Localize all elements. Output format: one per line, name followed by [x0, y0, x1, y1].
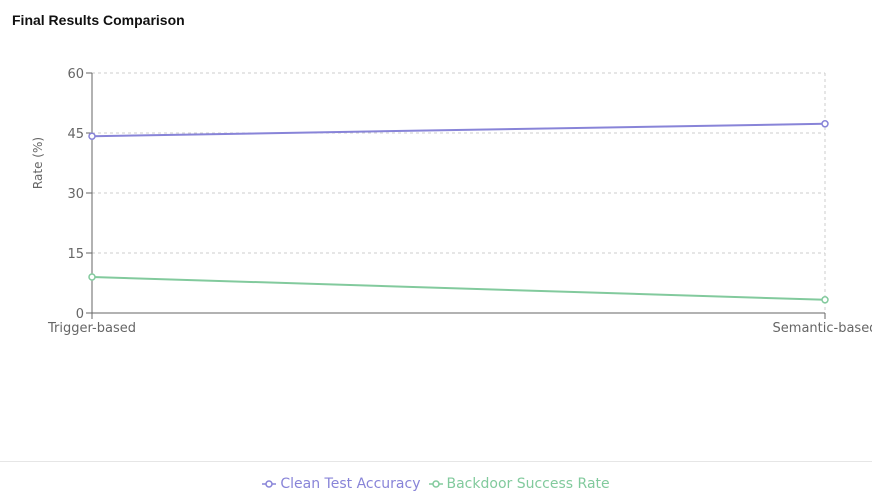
- legend-label: Clean Test Accuracy: [280, 476, 421, 492]
- chart-title: Final Results Comparison: [12, 12, 185, 28]
- legend-item-clean-test-accuracy[interactable]: Clean Test Accuracy: [262, 476, 421, 492]
- chart-legend: Clean Test Accuracy Backdoor Success Rat…: [0, 476, 872, 492]
- line-marker-icon: [262, 480, 277, 488]
- y-tick-label: 60: [67, 67, 84, 82]
- x-tick-label: Semantic-based: [773, 321, 872, 336]
- series-line: [91, 276, 826, 301]
- series-lines: [88, 120, 829, 304]
- y-tick-label: 15: [67, 247, 84, 262]
- line-marker-icon: [428, 480, 443, 488]
- data-point[interactable]: [821, 120, 829, 128]
- data-point[interactable]: [821, 296, 829, 304]
- y-tick-label: 45: [67, 127, 84, 142]
- y-axis-label: Rate (%): [31, 137, 45, 189]
- legend-label: Backdoor Success Rate: [446, 476, 610, 492]
- series-line: [91, 122, 826, 138]
- y-tick-label: 30: [67, 187, 84, 202]
- grid-lines: [91, 72, 826, 313]
- y-tick-label: 0: [76, 307, 84, 322]
- data-point[interactable]: [88, 132, 96, 140]
- legend-item-backdoor-success-rate[interactable]: Backdoor Success Rate: [428, 476, 610, 492]
- x-tick-label: Trigger-based: [47, 321, 136, 336]
- data-point[interactable]: [88, 273, 96, 281]
- axes: 0 15 30 45 60 Trigger-based Semantic-based: [47, 67, 872, 336]
- legend-divider: [0, 461, 872, 462]
